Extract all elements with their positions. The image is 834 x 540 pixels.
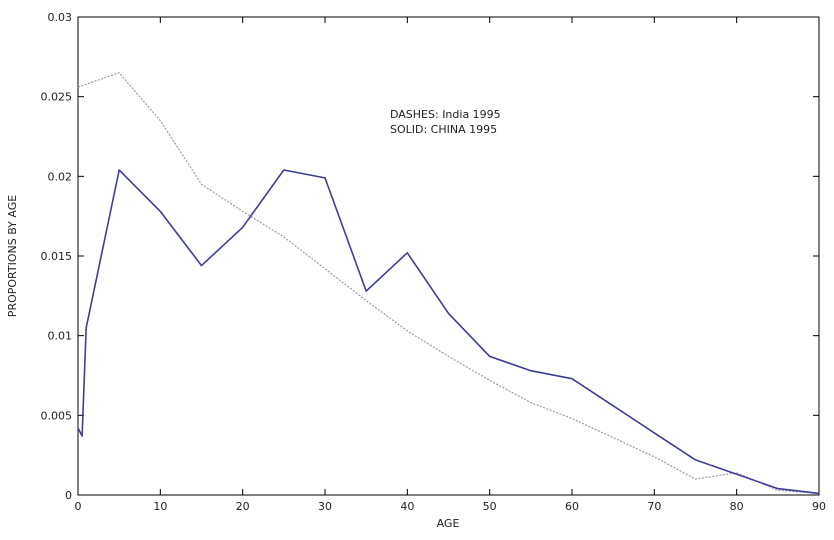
y-axis: 0 0.005 0.01 0.015 0.02 0.025 0.03	[41, 11, 819, 502]
x-axis: 0 10 20 30 40 50 60 70 80 90	[75, 17, 826, 513]
series-layer	[77, 72, 820, 495]
x-tick-label: 0	[75, 500, 82, 513]
plot-frame	[77, 16, 820, 496]
y-tick-label: 0.005	[41, 409, 73, 422]
x-tick-label: 70	[647, 500, 661, 513]
series-line-china	[77, 169, 820, 495]
y-tick-label: 0.02	[48, 170, 73, 183]
y-tick-label: 0.01	[48, 330, 73, 343]
x-tick-label: 60	[565, 500, 579, 513]
legend-china: SOLID: CHINA 1995	[390, 123, 497, 136]
x-axis-title: AGE	[437, 517, 460, 530]
x-tick-label: 50	[483, 500, 497, 513]
x-tick-label: 30	[318, 500, 332, 513]
x-tick-label: 90	[812, 500, 826, 513]
legend-india: DASHES: India 1995	[390, 108, 501, 121]
y-axis-title: PROPORTIONS BY AGE	[6, 195, 19, 317]
y-tick-label: 0.025	[41, 91, 73, 104]
x-tick-label: 40	[400, 500, 414, 513]
y-tick-label: 0.015	[41, 250, 73, 263]
x-tick-label: 20	[236, 500, 250, 513]
y-tick-label: 0	[65, 489, 72, 502]
x-tick-label: 80	[730, 500, 744, 513]
x-tick-label: 10	[153, 500, 167, 513]
y-tick-label: 0.03	[48, 11, 73, 24]
series-line-india	[77, 72, 820, 494]
